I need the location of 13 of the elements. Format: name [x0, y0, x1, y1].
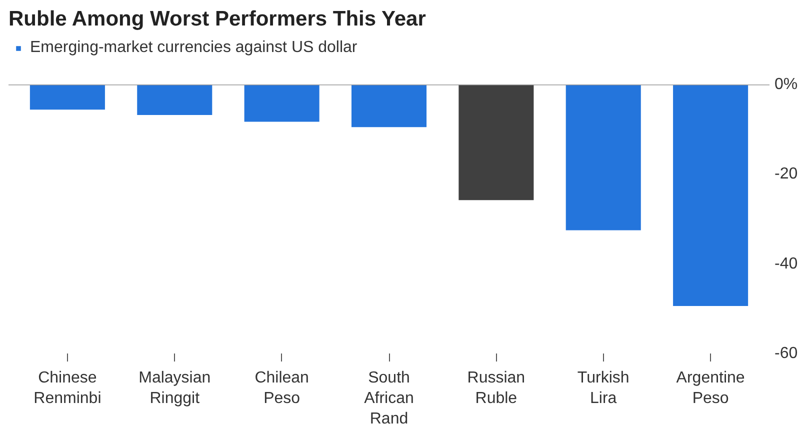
y-tick-label: -40 — [774, 255, 798, 272]
x-tick-label: Malaysian Ringgit — [138, 370, 211, 407]
y-tick-label: -20 — [774, 166, 798, 183]
x-tick-label: Argentine Peso — [676, 370, 745, 407]
chart-title: Ruble Among Worst Performers This Year — [8, 8, 426, 30]
x-tick-label: South African Rand — [364, 370, 414, 428]
x-tick-label: Russian Ruble — [467, 370, 526, 407]
x-tick-label: Chinese Renminbi — [34, 370, 102, 407]
x-tick-label: Chilean Peso — [254, 370, 309, 407]
x-tick-label: Turkish Lira — [577, 370, 630, 407]
y-tick-label: -60 — [774, 345, 798, 362]
legend-label: Emerging-market currencies against US dollar — [30, 39, 358, 57]
y-tick-label: 0% — [774, 76, 798, 93]
